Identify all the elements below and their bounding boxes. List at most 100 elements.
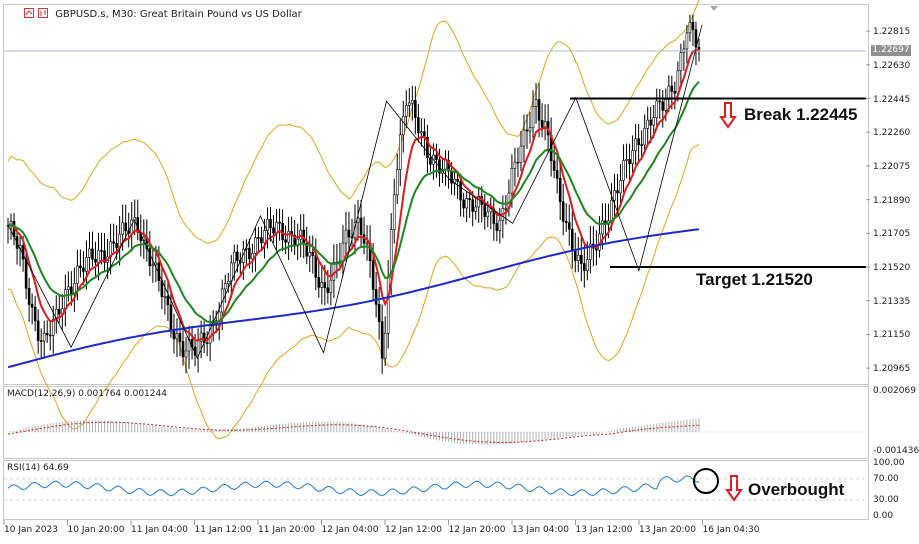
candle-body — [365, 242, 369, 245]
candle-body — [531, 106, 535, 129]
rsi-axis[interactable]: 100.00 70.00 30.00 0.00 — [870, 458, 919, 521]
candle-body — [205, 342, 209, 345]
chart-type-icon[interactable] — [24, 8, 34, 18]
candle-body — [151, 264, 155, 267]
price-chart-pane[interactable] — [3, 4, 869, 385]
candle-body — [223, 283, 227, 290]
candle-body — [586, 259, 589, 272]
candle-body — [344, 229, 348, 244]
symbol-description: Great Britain Pound vs US Dollar — [139, 9, 302, 20]
time-axis-label: 10 Jan 2023 — [4, 525, 58, 535]
candle-body — [377, 304, 381, 322]
candle-body — [504, 208, 508, 210]
candle-body — [323, 282, 327, 289]
candle-body — [567, 222, 571, 230]
candle-body — [45, 332, 49, 336]
candle-body — [537, 99, 541, 121]
candle-body — [36, 320, 40, 341]
overbought-annotation: Overbought — [748, 480, 845, 499]
candle-body — [48, 334, 52, 337]
candle-body — [685, 32, 689, 50]
last-bar-marker — [710, 6, 718, 11]
candle-body — [637, 138, 640, 145]
candle-body — [601, 220, 604, 235]
time-axis-label: 10 Jan 20:00 — [67, 525, 125, 535]
candle-body — [667, 85, 671, 100]
candle-body — [456, 178, 459, 182]
price-axis-tick: 1.21335 — [873, 296, 911, 307]
time-axis-label: 12 Jan 12:00 — [385, 525, 442, 535]
candle-body — [429, 157, 432, 165]
candle-body — [420, 131, 423, 134]
candle-body — [558, 177, 562, 203]
candle-body — [332, 262, 336, 281]
rsi-axis-tick: 0.00 — [873, 511, 894, 521]
price-axis[interactable]: 1.22815 1.22630 1.22445 1.22260 1.22075 1.218… — [870, 4, 919, 385]
macd-axis[interactable]: 0.002069 -0.001436 — [870, 386, 919, 459]
candle-body — [299, 229, 302, 240]
candle-body — [269, 218, 272, 229]
candle-body — [649, 119, 653, 126]
candle-body — [401, 115, 405, 136]
time-axis-label: 12 Jan 20:00 — [448, 525, 506, 535]
macd-pane[interactable] — [3, 386, 869, 459]
bollinger-lower-line — [7, 143, 700, 440]
bollinger-upper-line — [7, 0, 700, 244]
candle-body — [395, 169, 399, 196]
candle-body — [555, 170, 559, 179]
candle-body — [691, 21, 695, 30]
candle-body — [658, 100, 662, 103]
timeframe-icon[interactable] — [38, 8, 48, 18]
candle-body — [236, 251, 239, 261]
candle-body — [94, 258, 97, 263]
candle-body — [534, 99, 538, 107]
macd-axis-tick: -0.001436 — [873, 446, 919, 456]
candle-body — [229, 262, 233, 282]
candle-body — [589, 243, 592, 260]
candle-body — [371, 260, 375, 290]
candle-body — [495, 223, 499, 231]
candle-body — [462, 199, 465, 209]
current-price-tag: 1.22697 — [871, 45, 911, 56]
candle-body — [525, 129, 529, 132]
candle-body — [85, 257, 88, 272]
rsi-pane[interactable] — [3, 460, 869, 520]
candle-body — [233, 251, 236, 264]
down-arrow-icon — [725, 475, 743, 502]
candle-body — [435, 154, 438, 161]
down-arrow-icon — [719, 102, 737, 129]
break-annotation: Break 1.22445 — [744, 105, 858, 124]
candle-body — [91, 248, 94, 260]
candle-body — [359, 217, 363, 236]
candle-body — [199, 332, 203, 342]
rsi-axis-tick: 100.00 — [873, 458, 905, 468]
candle-body — [88, 248, 91, 258]
candle-body — [341, 242, 345, 262]
ema-mid-line — [7, 80, 700, 324]
price-axis-tick: 1.22815 — [873, 27, 911, 38]
candle-body — [374, 289, 378, 305]
candle-body — [278, 221, 281, 224]
symbol-label: GBPUSD.s, M30: — [55, 9, 137, 20]
candle-body — [33, 306, 37, 322]
candle-body — [510, 168, 514, 194]
candle-body — [655, 100, 659, 118]
candle-body — [97, 250, 100, 263]
candle-body — [670, 85, 674, 92]
candle-body — [486, 211, 490, 218]
candle-body — [468, 198, 471, 201]
candle-body — [57, 308, 61, 315]
candle-body — [447, 159, 450, 172]
candle-body — [148, 248, 152, 266]
candle-body — [643, 128, 646, 146]
candle-body — [444, 159, 447, 170]
candle-body — [64, 289, 67, 310]
candle-body — [631, 150, 634, 164]
candle-body — [24, 258, 28, 289]
candle-body — [284, 239, 287, 243]
time-axis[interactable]: 10 Jan 2023 10 Jan 20:00 11 Jan 04:00 11 Ja… — [0, 521, 919, 544]
price-axis-tick: 1.21705 — [873, 229, 911, 240]
candle-body — [471, 199, 474, 212]
candle-body — [380, 321, 384, 359]
